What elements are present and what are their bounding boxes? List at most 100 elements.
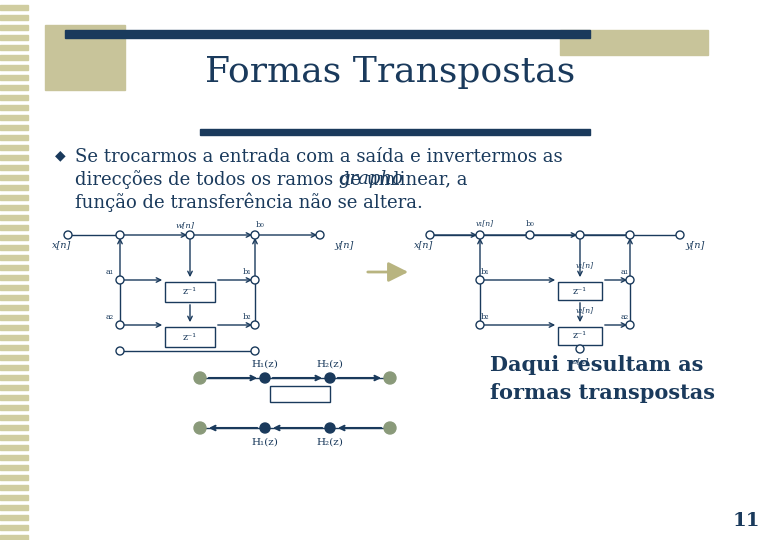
Text: função de transferência não se altera.: função de transferência não se altera. xyxy=(75,192,423,212)
Circle shape xyxy=(116,276,124,284)
Circle shape xyxy=(194,422,206,434)
Text: H₁(z): H₁(z) xyxy=(252,437,278,447)
Circle shape xyxy=(116,321,124,329)
Text: y[n]: y[n] xyxy=(685,240,704,249)
Circle shape xyxy=(186,231,194,239)
Bar xyxy=(0,235,28,240)
Text: a₁: a₁ xyxy=(621,268,629,276)
Text: z⁻¹: z⁻¹ xyxy=(573,332,587,341)
Text: b₁: b₁ xyxy=(480,268,489,276)
Bar xyxy=(0,395,28,400)
Bar xyxy=(0,35,28,40)
Bar xyxy=(200,129,590,135)
Bar xyxy=(0,275,28,280)
Bar xyxy=(0,155,28,160)
Bar xyxy=(165,327,215,347)
Bar xyxy=(0,405,28,410)
Bar xyxy=(0,445,28,450)
Circle shape xyxy=(576,345,584,353)
Bar xyxy=(0,365,28,370)
Bar xyxy=(165,282,215,302)
Text: b₂: b₂ xyxy=(243,313,251,321)
Text: x[n]: x[n] xyxy=(52,240,71,249)
Bar xyxy=(0,185,28,190)
Bar xyxy=(558,327,602,345)
Circle shape xyxy=(260,423,270,433)
Text: b₀: b₀ xyxy=(526,220,534,228)
Bar xyxy=(0,215,28,220)
Circle shape xyxy=(194,372,206,384)
Bar xyxy=(0,115,28,120)
Text: Daqui resultam as: Daqui resultam as xyxy=(490,355,704,375)
Circle shape xyxy=(251,276,259,284)
Bar xyxy=(0,165,28,170)
Bar xyxy=(0,535,28,540)
Text: z⁻¹: z⁻¹ xyxy=(573,287,587,295)
Bar xyxy=(0,255,28,260)
Bar xyxy=(0,415,28,420)
Bar xyxy=(0,315,28,320)
Bar xyxy=(0,325,28,330)
Text: b₂: b₂ xyxy=(480,313,489,321)
Bar xyxy=(0,465,28,470)
Text: w[n]: w[n] xyxy=(176,221,194,229)
Bar xyxy=(0,285,28,290)
Bar xyxy=(45,25,125,90)
Text: ◆: ◆ xyxy=(55,148,66,162)
Bar xyxy=(0,55,28,60)
Text: formas transpostas: formas transpostas xyxy=(490,383,715,403)
Text: Se trocarmos a entrada com a saída e invertermos as: Se trocarmos a entrada com a saída e inv… xyxy=(75,148,562,166)
Circle shape xyxy=(626,321,634,329)
Text: 11: 11 xyxy=(732,512,760,530)
Text: H₂(z): H₂(z) xyxy=(317,437,343,447)
Bar xyxy=(0,85,28,90)
Circle shape xyxy=(325,423,335,433)
Text: Formas Transpostas: Formas Transpostas xyxy=(205,55,575,89)
Circle shape xyxy=(676,231,684,239)
Text: a₁: a₁ xyxy=(106,268,114,276)
Circle shape xyxy=(251,321,259,329)
Text: y[n]: y[n] xyxy=(334,240,353,249)
Circle shape xyxy=(476,321,484,329)
Circle shape xyxy=(576,231,584,239)
Bar xyxy=(558,282,602,300)
Circle shape xyxy=(251,231,259,239)
Bar xyxy=(0,245,28,250)
Circle shape xyxy=(325,373,335,383)
Circle shape xyxy=(526,231,534,239)
Bar xyxy=(0,525,28,530)
Bar xyxy=(0,195,28,200)
Circle shape xyxy=(384,372,396,384)
Bar xyxy=(0,425,28,430)
Bar xyxy=(0,75,28,80)
Circle shape xyxy=(316,231,324,239)
Circle shape xyxy=(64,231,72,239)
Bar xyxy=(0,375,28,380)
Bar xyxy=(0,475,28,480)
Bar xyxy=(0,435,28,440)
Bar xyxy=(270,386,330,402)
Text: b₀: b₀ xyxy=(256,221,264,229)
Bar xyxy=(0,95,28,100)
Text: v₂[n]: v₂[n] xyxy=(571,357,589,365)
Bar xyxy=(560,30,708,55)
Bar xyxy=(0,515,28,520)
Text: z⁻¹: z⁻¹ xyxy=(183,287,197,296)
Bar xyxy=(0,295,28,300)
Bar xyxy=(0,485,28,490)
Bar xyxy=(0,15,28,20)
Bar xyxy=(0,105,28,110)
Bar xyxy=(0,25,28,30)
Text: a₂: a₂ xyxy=(621,313,629,321)
Bar xyxy=(0,225,28,230)
Text: H₁(z): H₁(z) xyxy=(252,360,278,368)
Bar xyxy=(65,30,590,38)
Text: linear, a: linear, a xyxy=(388,170,467,188)
Bar xyxy=(0,145,28,150)
Bar xyxy=(0,175,28,180)
Text: x[n]: x[n] xyxy=(414,240,433,249)
Bar xyxy=(0,355,28,360)
Bar xyxy=(0,305,28,310)
Text: H₂(z): H₂(z) xyxy=(317,360,343,368)
Text: v₁[n]: v₁[n] xyxy=(576,261,594,269)
